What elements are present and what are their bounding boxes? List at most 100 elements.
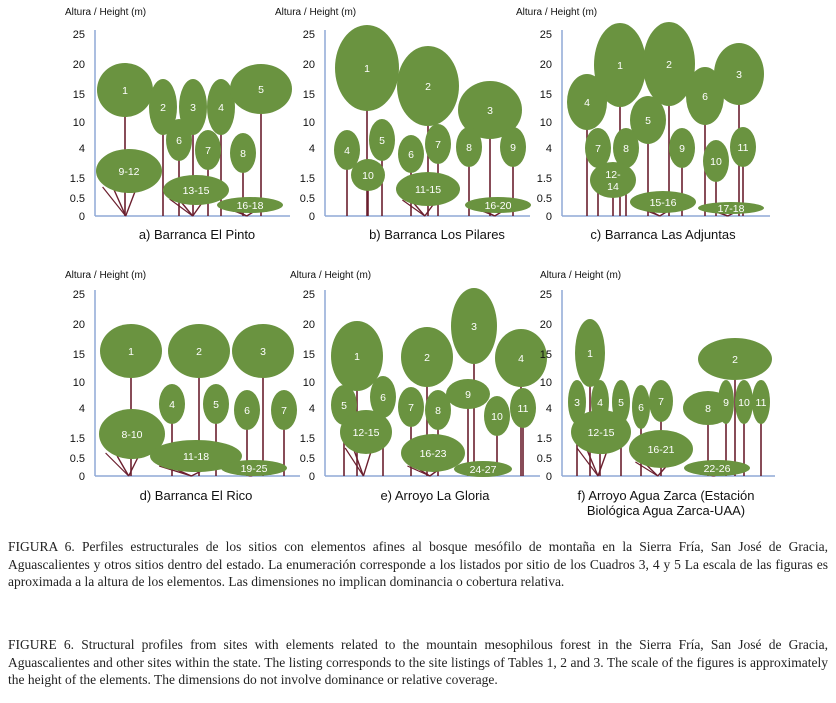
y-tick-label: 4 xyxy=(546,143,552,155)
tree-label: 11 xyxy=(756,397,767,409)
y-tick-label: 30 xyxy=(540,0,552,3)
tree-crown xyxy=(703,140,729,182)
tree-crown xyxy=(370,376,396,418)
tree-label: 5 xyxy=(341,400,347,412)
panel-title: d) Barranca El Rico xyxy=(140,488,253,503)
tree-crown xyxy=(230,133,256,173)
tree-label: 22-26 xyxy=(704,463,731,475)
tree-crown xyxy=(203,384,229,424)
tree-label: 3 xyxy=(574,397,580,409)
panel-title: e) Arroyo La Gloria xyxy=(380,488,490,503)
tree-label: 13-15 xyxy=(183,185,210,197)
y-tick-label: 4 xyxy=(79,403,85,415)
tree-label: 4 xyxy=(169,399,175,411)
tree-label: 7 xyxy=(435,139,441,151)
tree-crown xyxy=(401,327,453,387)
panel-title: b) Barranca Los Pilares xyxy=(369,227,505,242)
tree-label: 6 xyxy=(176,135,182,147)
tree-crown xyxy=(340,410,392,454)
tree-label: 12-15 xyxy=(353,427,380,439)
y-tick-label: 25 xyxy=(303,289,315,301)
y-tick-label: 0 xyxy=(79,471,85,483)
tree-label: 11-18 xyxy=(183,451,209,463)
y-axis-label: Altura / Height (m) xyxy=(540,270,621,281)
tree-crown xyxy=(585,128,611,168)
tree-crown xyxy=(446,379,490,409)
tree-crown xyxy=(669,128,695,168)
tree-crown xyxy=(99,409,165,459)
tree-label: 6 xyxy=(380,392,386,404)
tree-crown xyxy=(567,74,607,130)
tree-crown xyxy=(451,288,497,364)
tree-crown xyxy=(195,130,221,170)
y-tick-label: 15 xyxy=(303,89,315,101)
trunk xyxy=(597,450,608,477)
tree-crown xyxy=(698,338,772,380)
tree-label: 9 xyxy=(723,397,729,409)
trunk xyxy=(105,452,130,477)
tree-label: 8 xyxy=(435,405,441,417)
tree-crown xyxy=(629,430,693,468)
tree-label: 14 xyxy=(607,181,619,193)
tree-label: 8 xyxy=(623,143,629,155)
tree-crown xyxy=(159,384,185,424)
tree-crown xyxy=(351,159,385,191)
y-tick-label: 15 xyxy=(73,89,85,101)
y-tick-label: 1.5 xyxy=(537,433,552,445)
tree-label: 12-15 xyxy=(588,427,615,439)
trunk xyxy=(586,450,599,477)
y-axis-label: Altura / Height (m) xyxy=(516,7,597,18)
tree-label: 11 xyxy=(518,403,529,415)
tree-label: 9 xyxy=(465,389,471,401)
tree-label: 7 xyxy=(205,145,211,157)
tree-crown xyxy=(571,410,631,454)
tree-label: 11-15 xyxy=(415,184,441,196)
y-axis-label: Altura / Height (m) xyxy=(65,270,146,281)
y-tick-label: 0.5 xyxy=(70,453,85,465)
profile-panel: Altura / Height (m)00.51.541015202530123… xyxy=(275,0,531,242)
tree-label: 16-20 xyxy=(485,200,512,212)
tree-label: 6 xyxy=(638,402,644,414)
y-tick-label: 25 xyxy=(73,29,85,41)
tree-crown xyxy=(168,324,230,378)
y-tick-label: 25 xyxy=(73,289,85,301)
tree-crown xyxy=(594,23,646,107)
tree-label: 7 xyxy=(281,405,287,417)
tree-label: 2 xyxy=(666,59,672,71)
tree-label: 3 xyxy=(471,321,477,333)
tree-label: 9 xyxy=(510,142,516,154)
tree-crown xyxy=(100,324,162,378)
y-tick-label: 0.5 xyxy=(300,453,315,465)
tree-crown xyxy=(613,128,639,168)
tree-crown xyxy=(207,79,235,135)
tree-crown xyxy=(484,396,510,436)
tree-label: 1 xyxy=(354,351,360,363)
tree-label: 11 xyxy=(738,142,749,154)
tree-crown xyxy=(369,119,395,161)
tree-label: 2 xyxy=(196,346,202,358)
tree-label: 3 xyxy=(487,105,493,117)
tree-label: 4 xyxy=(584,97,590,109)
tree-crown xyxy=(649,380,673,422)
tree-crown xyxy=(686,67,724,125)
y-tick-label: 10 xyxy=(303,377,315,389)
tree-crown xyxy=(271,390,297,430)
profile-panel: Altura / Height (m)00.51.541015202530123… xyxy=(537,0,775,518)
tree-label: 10 xyxy=(738,397,750,409)
tree-crown xyxy=(458,81,522,139)
tree-label: 7 xyxy=(408,402,414,414)
tree-label: 2 xyxy=(732,354,738,366)
tree-crown xyxy=(425,390,451,430)
y-tick-label: 20 xyxy=(540,319,552,331)
tree-label: 1 xyxy=(617,60,623,72)
trunk xyxy=(344,447,364,477)
y-tick-label: 0 xyxy=(79,211,85,223)
tree-label: 2 xyxy=(425,81,431,93)
tree-label: 9-12 xyxy=(118,166,139,178)
tree-crown xyxy=(684,460,750,476)
y-tick-label: 0.5 xyxy=(300,193,315,205)
tree-crown xyxy=(718,380,734,424)
y-axis-label: Altura / Height (m) xyxy=(65,7,146,18)
tree-crown xyxy=(643,22,695,106)
trunk xyxy=(125,189,137,217)
